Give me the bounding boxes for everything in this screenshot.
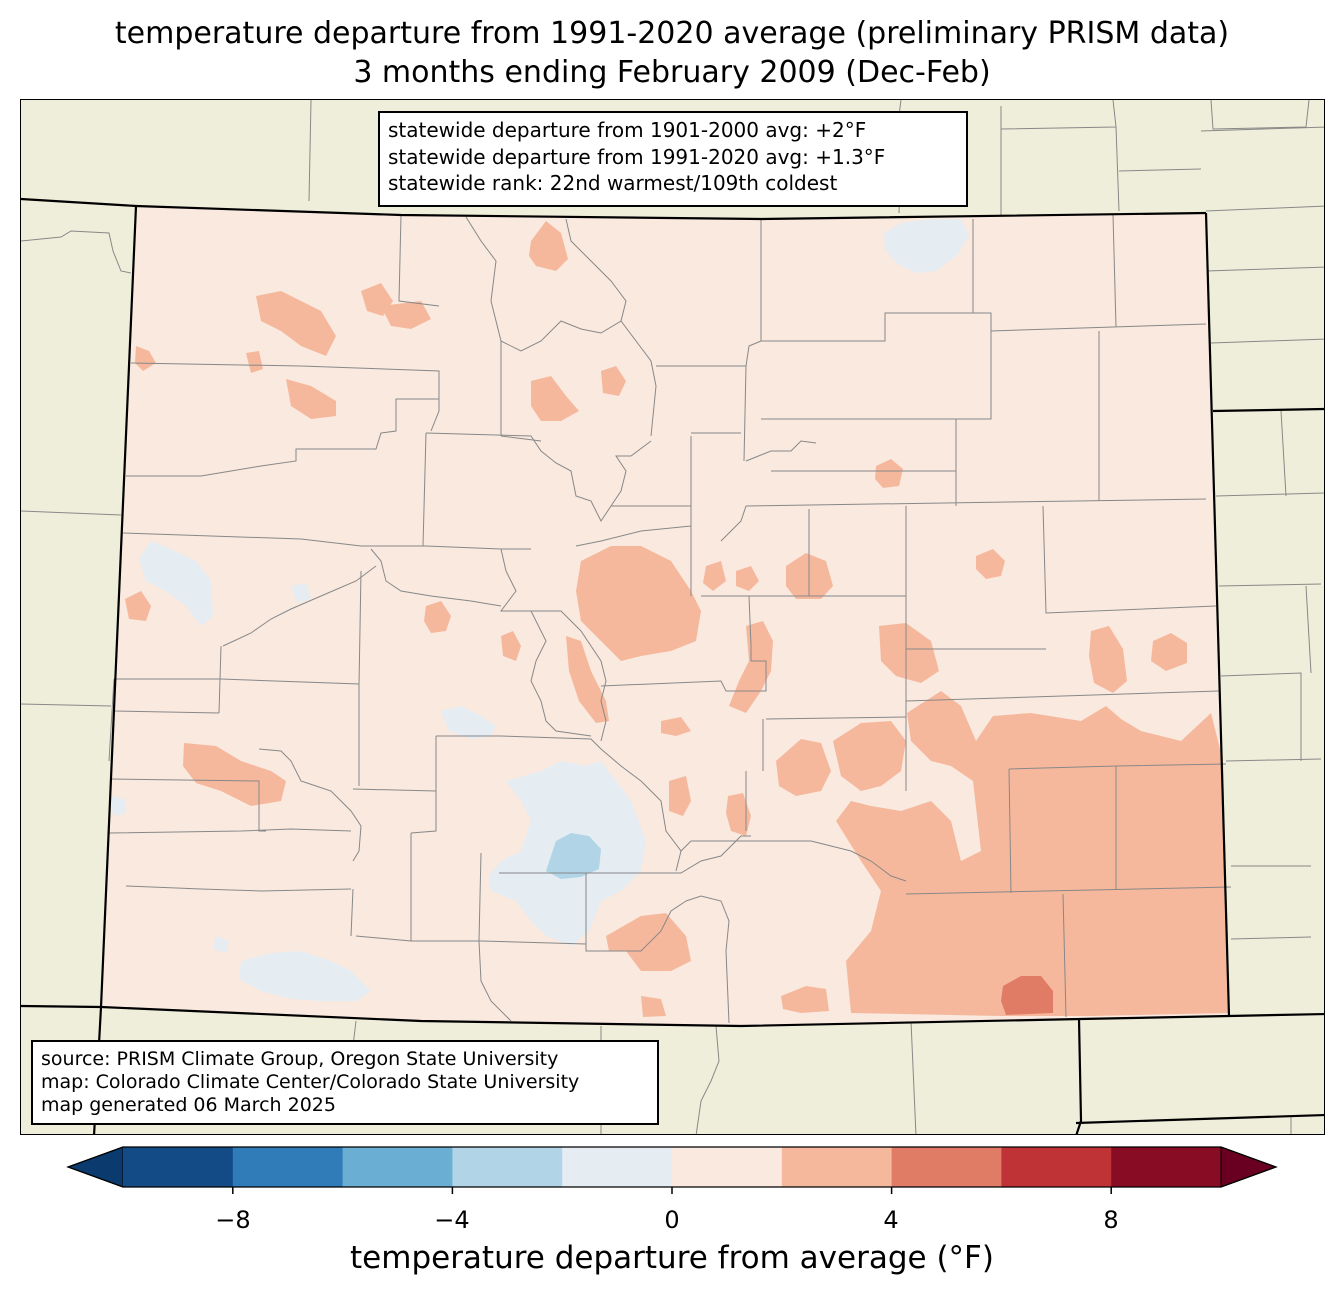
map-title-line2: 3 months ending February 2009 (Dec-Feb) <box>353 55 991 90</box>
source-line-generated: map generated 06 March 2025 <box>41 1094 336 1116</box>
stats-line-1901-2000: statewide departure from 1901-2000 avg: … <box>388 118 867 142</box>
anomaly-4-to-6 <box>1001 976 1053 1015</box>
colorbar-swatch <box>562 1147 673 1187</box>
colorado-map <box>21 100 1324 1134</box>
stats-line-rank: statewide rank: 22nd warmest/109th colde… <box>388 171 838 195</box>
colorbar-swatch <box>781 1147 893 1187</box>
colorbar-swatch <box>232 1147 344 1187</box>
colorbar-swatches <box>66 1146 1278 1188</box>
colorbar-tick-label-neg4: −4 <box>434 1206 470 1234</box>
source-credits-box: source: PRISM Climate Group, Oregon Stat… <box>31 1040 659 1125</box>
colorbar-extend-high <box>1220 1146 1278 1188</box>
colorbar-outline <box>66 1146 1278 1188</box>
source-line-prism: source: PRISM Climate Group, Oregon Stat… <box>41 1048 559 1070</box>
map-title-line1: temperature departure from 1991-2020 ave… <box>114 16 1230 51</box>
anomaly-neg4-to-neg2 <box>546 833 601 879</box>
colorbar-extend-low <box>66 1146 124 1188</box>
colorbar-swatch <box>672 1147 783 1187</box>
colorbar-swatch <box>891 1147 1002 1187</box>
map-area <box>20 99 1325 1135</box>
colorbar-tick-label-0: 0 <box>664 1206 680 1234</box>
colorbar-tick-label-8: 8 <box>1103 1206 1119 1234</box>
stats-line-1991-2020: statewide departure from 1991-2020 avg: … <box>388 144 886 169</box>
colorbar-swatch <box>342 1147 453 1187</box>
colorbar-swatch <box>452 1147 563 1187</box>
colorbar-tick-label-neg8: −8 <box>215 1206 251 1234</box>
colorbar-swatch <box>123 1147 234 1187</box>
colorbar-ticks <box>232 1187 1112 1194</box>
county-lines <box>108 214 1232 1024</box>
colorbar-swatch <box>1001 1147 1112 1187</box>
colorbar-tick-label-4: 4 <box>883 1206 899 1234</box>
statewide-stats-box: statewide departure from 1901-2000 avg: … <box>378 111 968 207</box>
colorbar <box>66 1146 1278 1194</box>
source-line-map: map: Colorado Climate Center/Colorado St… <box>41 1071 580 1093</box>
colorbar-title: temperature departure from average (°F) <box>350 1240 994 1276</box>
colorbar-swatch <box>1111 1147 1222 1187</box>
